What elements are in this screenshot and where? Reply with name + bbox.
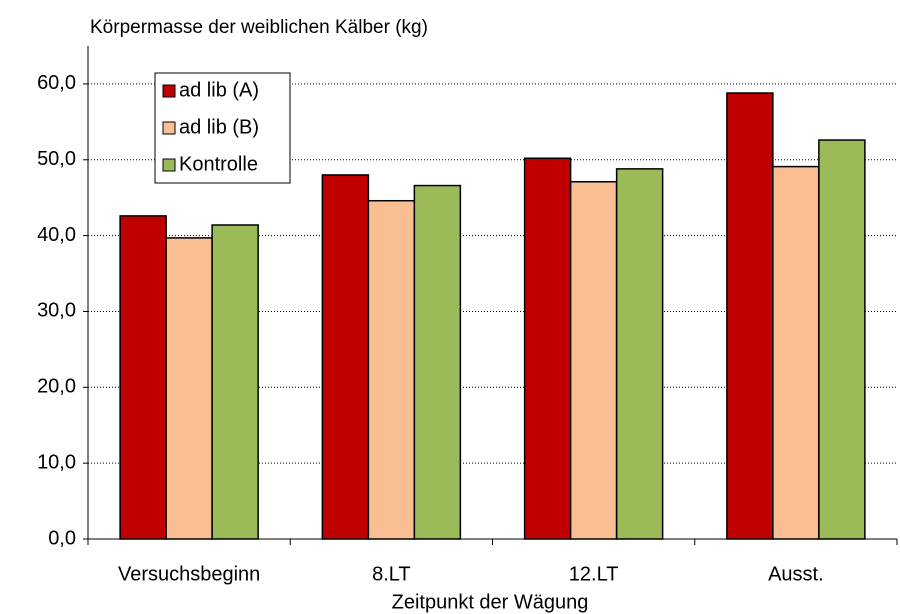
- x-tick-label: 8.LT: [372, 563, 411, 585]
- legend-swatch: [162, 84, 176, 98]
- legend-label: ad lib (B): [179, 116, 259, 138]
- x-tick-label: Ausst.: [768, 563, 824, 585]
- y-tick-label: 10,0: [37, 451, 76, 473]
- x-tick-label: 12.LT: [569, 563, 619, 585]
- bar: [726, 92, 774, 540]
- bar: [321, 174, 370, 540]
- y-tick-label: 20,0: [37, 376, 76, 398]
- legend-label: Kontrolle: [179, 153, 258, 175]
- bar: [165, 237, 213, 540]
- bar: [367, 199, 416, 540]
- x-tick-label: Versuchsbeginn: [118, 563, 260, 585]
- y-tick-label: 60,0: [37, 72, 76, 94]
- legend-label: ad lib (A): [179, 79, 259, 101]
- bar: [523, 157, 572, 540]
- bar: [119, 215, 167, 540]
- bar: [569, 181, 618, 540]
- y-tick-label: 0,0: [48, 527, 76, 549]
- legend-swatch: [162, 121, 176, 135]
- chart-title: Körpermasse der weiblichen Kälber (kg): [90, 17, 428, 38]
- y-tick-label: 50,0: [37, 148, 76, 170]
- legend-box: [154, 72, 291, 184]
- bar: [615, 168, 664, 540]
- bar: [211, 224, 259, 540]
- bar: [818, 139, 866, 540]
- y-tick-label: 30,0: [37, 300, 76, 322]
- bar: [413, 184, 462, 540]
- legend-swatch: [162, 158, 176, 172]
- x-axis-label: Zeitpunkt der Wägung: [392, 591, 589, 613]
- bar: [772, 165, 820, 540]
- y-tick-label: 40,0: [37, 224, 76, 246]
